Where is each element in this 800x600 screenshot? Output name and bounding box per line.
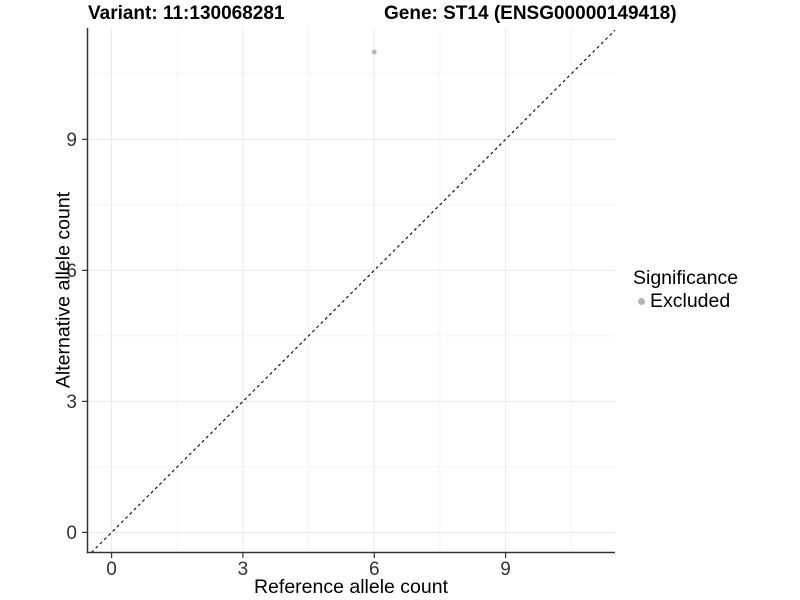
legend-entry-label: Excluded	[650, 290, 731, 312]
x-tick-label: 0	[106, 559, 117, 580]
gene-title: Gene: ST14 (ENSG00000149418)	[384, 3, 677, 24]
data-point	[371, 49, 377, 55]
y-tick-label: 3	[66, 392, 77, 413]
y-tick-label: 0	[66, 523, 77, 544]
x-tick-label: 3	[238, 559, 249, 580]
variant-title: Variant: 11:130068281	[88, 3, 285, 24]
x-axis-title: Reference allele count	[253, 576, 449, 598]
y-axis-title: Alternative allele count	[52, 191, 75, 389]
legend: Significance Excluded	[633, 266, 738, 312]
legend-entry-excluded: Excluded	[633, 290, 738, 312]
legend-key	[633, 293, 649, 309]
x-tick-label: 6	[369, 559, 380, 580]
identity-line	[91, 29, 616, 553]
legend-title: Significance	[633, 267, 739, 289]
excluded-point-icon	[637, 297, 645, 305]
x-tick-label: 9	[500, 559, 511, 580]
y-tick-label: 9	[66, 130, 77, 151]
y-tick-label: 6	[66, 261, 77, 282]
